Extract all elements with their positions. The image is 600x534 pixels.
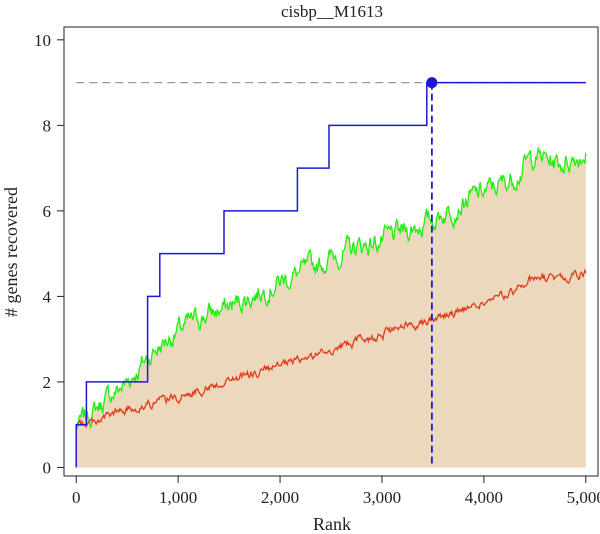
x-tick-label: 1,000 xyxy=(159,488,197,507)
x-tick-label: 4,000 xyxy=(465,488,503,507)
x-tick-label: 3,000 xyxy=(363,488,401,507)
x-tick-label: 0 xyxy=(72,488,81,507)
sd-band-area xyxy=(76,147,586,468)
y-tick-label: 8 xyxy=(43,116,52,135)
y-tick-label: 6 xyxy=(43,202,52,221)
plot-frame xyxy=(63,26,599,477)
y-axis-title: # genes recovered xyxy=(1,187,21,317)
y-axis: 0 2 4 6 8 10 xyxy=(34,31,64,477)
y-tick-label: 0 xyxy=(43,458,52,477)
recovery-curve xyxy=(75,81,586,468)
y-tick-label: 4 xyxy=(43,287,52,306)
x-tick-label: 2,000 xyxy=(261,488,299,507)
chart-title: cisbp__M1613 xyxy=(281,2,383,21)
max-recovery-point xyxy=(426,77,438,89)
y-tick-label: 2 xyxy=(43,373,52,392)
plot-area xyxy=(75,77,587,468)
y-tick-label: 10 xyxy=(34,31,51,50)
x-axis-title: Rank xyxy=(313,514,351,534)
x-axis: 0 1,000 2,000 3,000 4,000 5,000 xyxy=(72,476,600,507)
mean-line xyxy=(76,268,587,429)
x-tick-label: 5,000 xyxy=(567,488,600,507)
mean-plus-sd-line xyxy=(75,147,587,430)
